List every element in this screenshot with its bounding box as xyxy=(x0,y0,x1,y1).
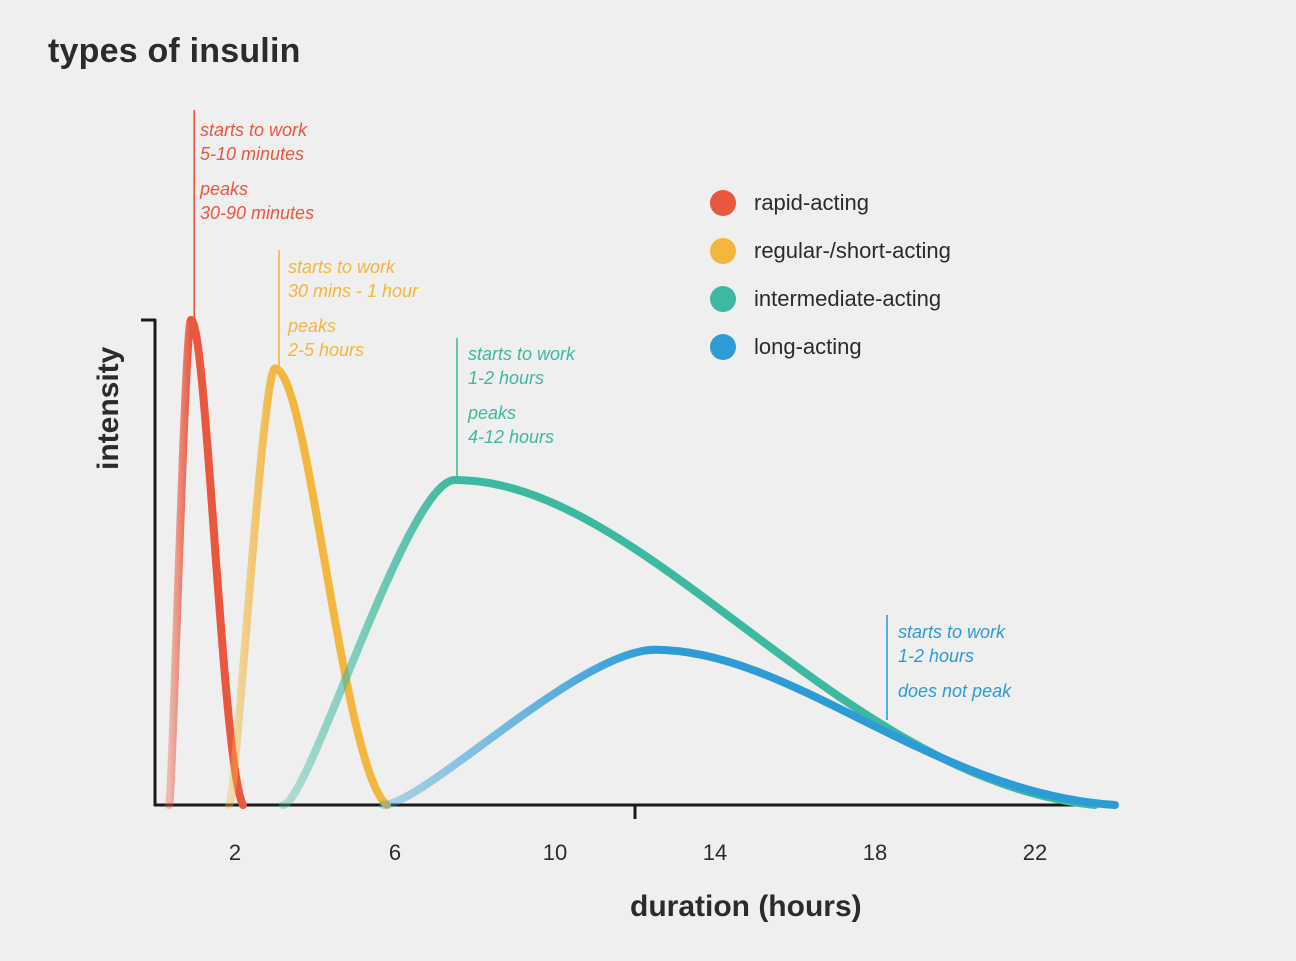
x-tick-label: 18 xyxy=(863,840,887,866)
x-tick-label: 2 xyxy=(229,840,241,866)
x-tick-label: 14 xyxy=(703,840,727,866)
legend-dot-icon xyxy=(710,286,736,312)
legend-label: rapid-acting xyxy=(754,190,869,216)
curve-regular xyxy=(275,369,387,806)
annotation-intermediate: starts to work1-2 hourspeaks4-12 hours xyxy=(468,342,575,449)
x-tick-label: 22 xyxy=(1023,840,1047,866)
annotation-regular: starts to work30 mins - 1 hourpeaks2-5 h… xyxy=(288,255,418,362)
legend: rapid-acting regular-/short-acting interme… xyxy=(710,190,951,382)
legend-dot-icon xyxy=(710,190,736,216)
legend-item: intermediate-acting xyxy=(710,286,951,312)
x-axis-label: duration (hours) xyxy=(630,890,862,924)
curve-long xyxy=(383,650,655,805)
x-tick-label: 10 xyxy=(543,840,567,866)
legend-item: rapid-acting xyxy=(710,190,951,216)
legend-item: long-acting xyxy=(710,334,951,360)
curve-long xyxy=(655,650,1115,805)
legend-label: long-acting xyxy=(754,334,862,360)
legend-label: regular-/short-acting xyxy=(754,238,951,264)
chart-container xyxy=(0,0,1296,961)
legend-dot-icon xyxy=(710,238,736,264)
legend-label: intermediate-acting xyxy=(754,286,941,312)
legend-dot-icon xyxy=(710,334,736,360)
curve-rapid xyxy=(169,320,191,805)
legend-item: regular-/short-acting xyxy=(710,238,951,264)
curve-regular xyxy=(229,369,275,806)
insulin-chart-page: types of insulin intensity duration (hou… xyxy=(0,0,1296,961)
chart-svg xyxy=(0,0,1296,961)
y-axis-label: intensity xyxy=(92,347,126,470)
curve-intermediate xyxy=(283,480,455,805)
annotation-long: starts to work1-2 hoursdoes not peak xyxy=(898,620,1011,703)
x-tick-label: 6 xyxy=(389,840,401,866)
annotation-rapid: starts to work5-10 minutespeaks30-90 min… xyxy=(200,118,314,225)
